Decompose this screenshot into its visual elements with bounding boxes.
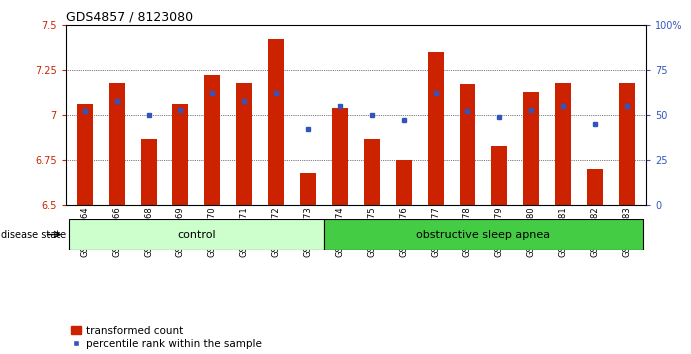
Bar xyxy=(491,146,507,205)
Text: GDS4857 / 8123080: GDS4857 / 8123080 xyxy=(66,11,193,24)
Bar xyxy=(428,52,444,205)
Bar xyxy=(268,39,284,205)
Bar xyxy=(364,138,380,205)
Bar xyxy=(173,104,189,205)
Bar xyxy=(324,219,643,250)
Bar xyxy=(69,219,324,250)
Bar xyxy=(108,82,124,205)
Bar xyxy=(555,82,571,205)
Bar xyxy=(460,84,475,205)
Bar xyxy=(619,82,635,205)
Text: disease state: disease state xyxy=(1,229,66,240)
Legend: transformed count, percentile rank within the sample: transformed count, percentile rank withi… xyxy=(71,326,263,349)
Bar xyxy=(332,108,348,205)
Text: control: control xyxy=(177,229,216,240)
Bar xyxy=(396,160,412,205)
Bar xyxy=(587,169,603,205)
Bar xyxy=(140,138,157,205)
Bar xyxy=(236,82,252,205)
Bar xyxy=(300,173,316,205)
Bar xyxy=(205,75,220,205)
Bar xyxy=(77,104,93,205)
Text: obstructive sleep apnea: obstructive sleep apnea xyxy=(417,229,551,240)
Bar xyxy=(523,92,539,205)
